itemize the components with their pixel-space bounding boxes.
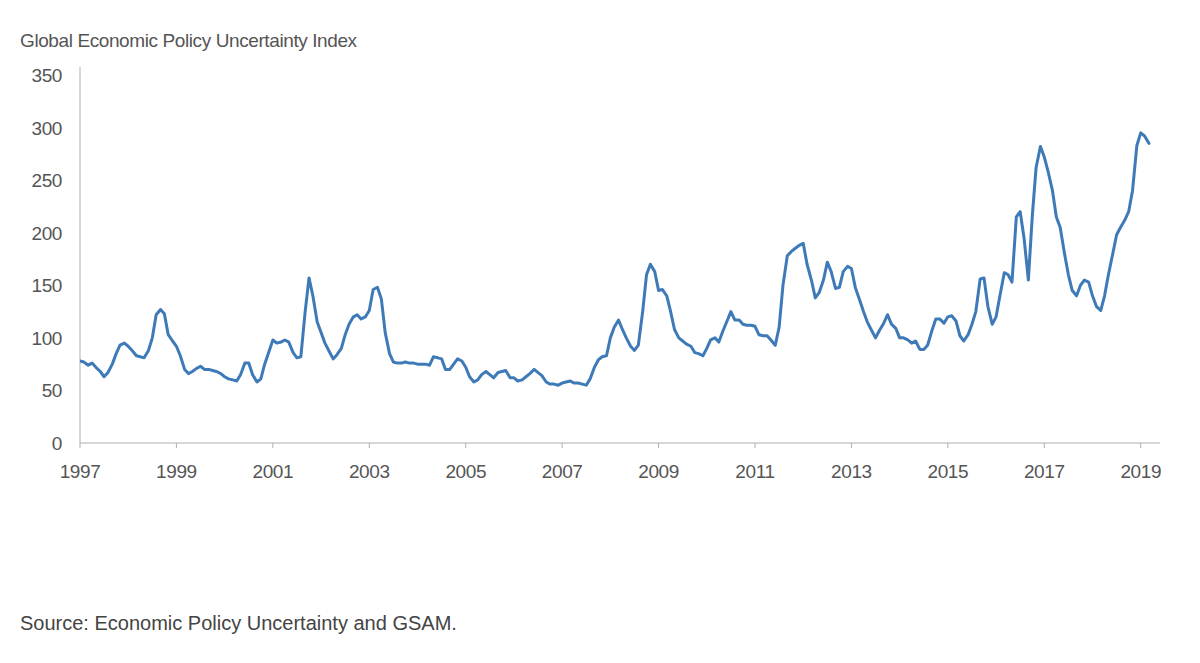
x-tick (562, 443, 563, 448)
x-tick (465, 443, 466, 448)
x-tick-label: 2013 (831, 461, 872, 482)
x-tick-label: 2001 (253, 461, 294, 482)
y-tick-label: 300 (31, 118, 62, 139)
x-tick-label: 2011 (735, 461, 774, 482)
x-axis-line (80, 443, 1160, 444)
y-tick-label: 250 (31, 170, 62, 191)
x-tick (1044, 443, 1045, 448)
y-tick-label: 100 (31, 328, 62, 349)
x-tick-label: 2015 (928, 461, 969, 482)
y-tick-label: 350 (31, 65, 62, 86)
y-tick-label: 200 (31, 223, 62, 244)
source-note: Source: Economic Policy Uncertainty and … (20, 612, 457, 634)
y-tick-label: 0 (52, 433, 62, 454)
x-tick (851, 443, 852, 448)
x-tick (755, 443, 756, 448)
x-tick-label: 2007 (542, 461, 583, 482)
x-tick-label: 2003 (349, 461, 390, 482)
x-tick-label: 2009 (638, 461, 679, 482)
chart: Global Economic Policy Uncertainty Index… (0, 0, 1200, 663)
plot-area (80, 133, 1149, 385)
x-tick (658, 443, 659, 448)
title: Global Economic Policy Uncertainty Index (20, 30, 358, 51)
x-tick (947, 443, 948, 448)
series-line (80, 133, 1149, 385)
x-tick-label: 2005 (445, 461, 486, 482)
x-tick (176, 443, 177, 448)
y-tick-label: 50 (42, 380, 62, 401)
x-tick (1140, 443, 1141, 448)
x-tick (80, 443, 81, 448)
chart-root: Global Economic Policy Uncertainty Index… (0, 0, 1200, 663)
x-tick-label: 1997 (60, 461, 101, 482)
y-axis-line (80, 67, 81, 443)
x-tick-label: 2017 (1024, 461, 1065, 482)
x-tick-label: 2019 (1120, 461, 1161, 482)
x-tick (369, 443, 370, 448)
x-tick (272, 443, 273, 448)
x-tick-label: 1999 (156, 461, 197, 482)
y-tick-label: 150 (31, 275, 62, 296)
